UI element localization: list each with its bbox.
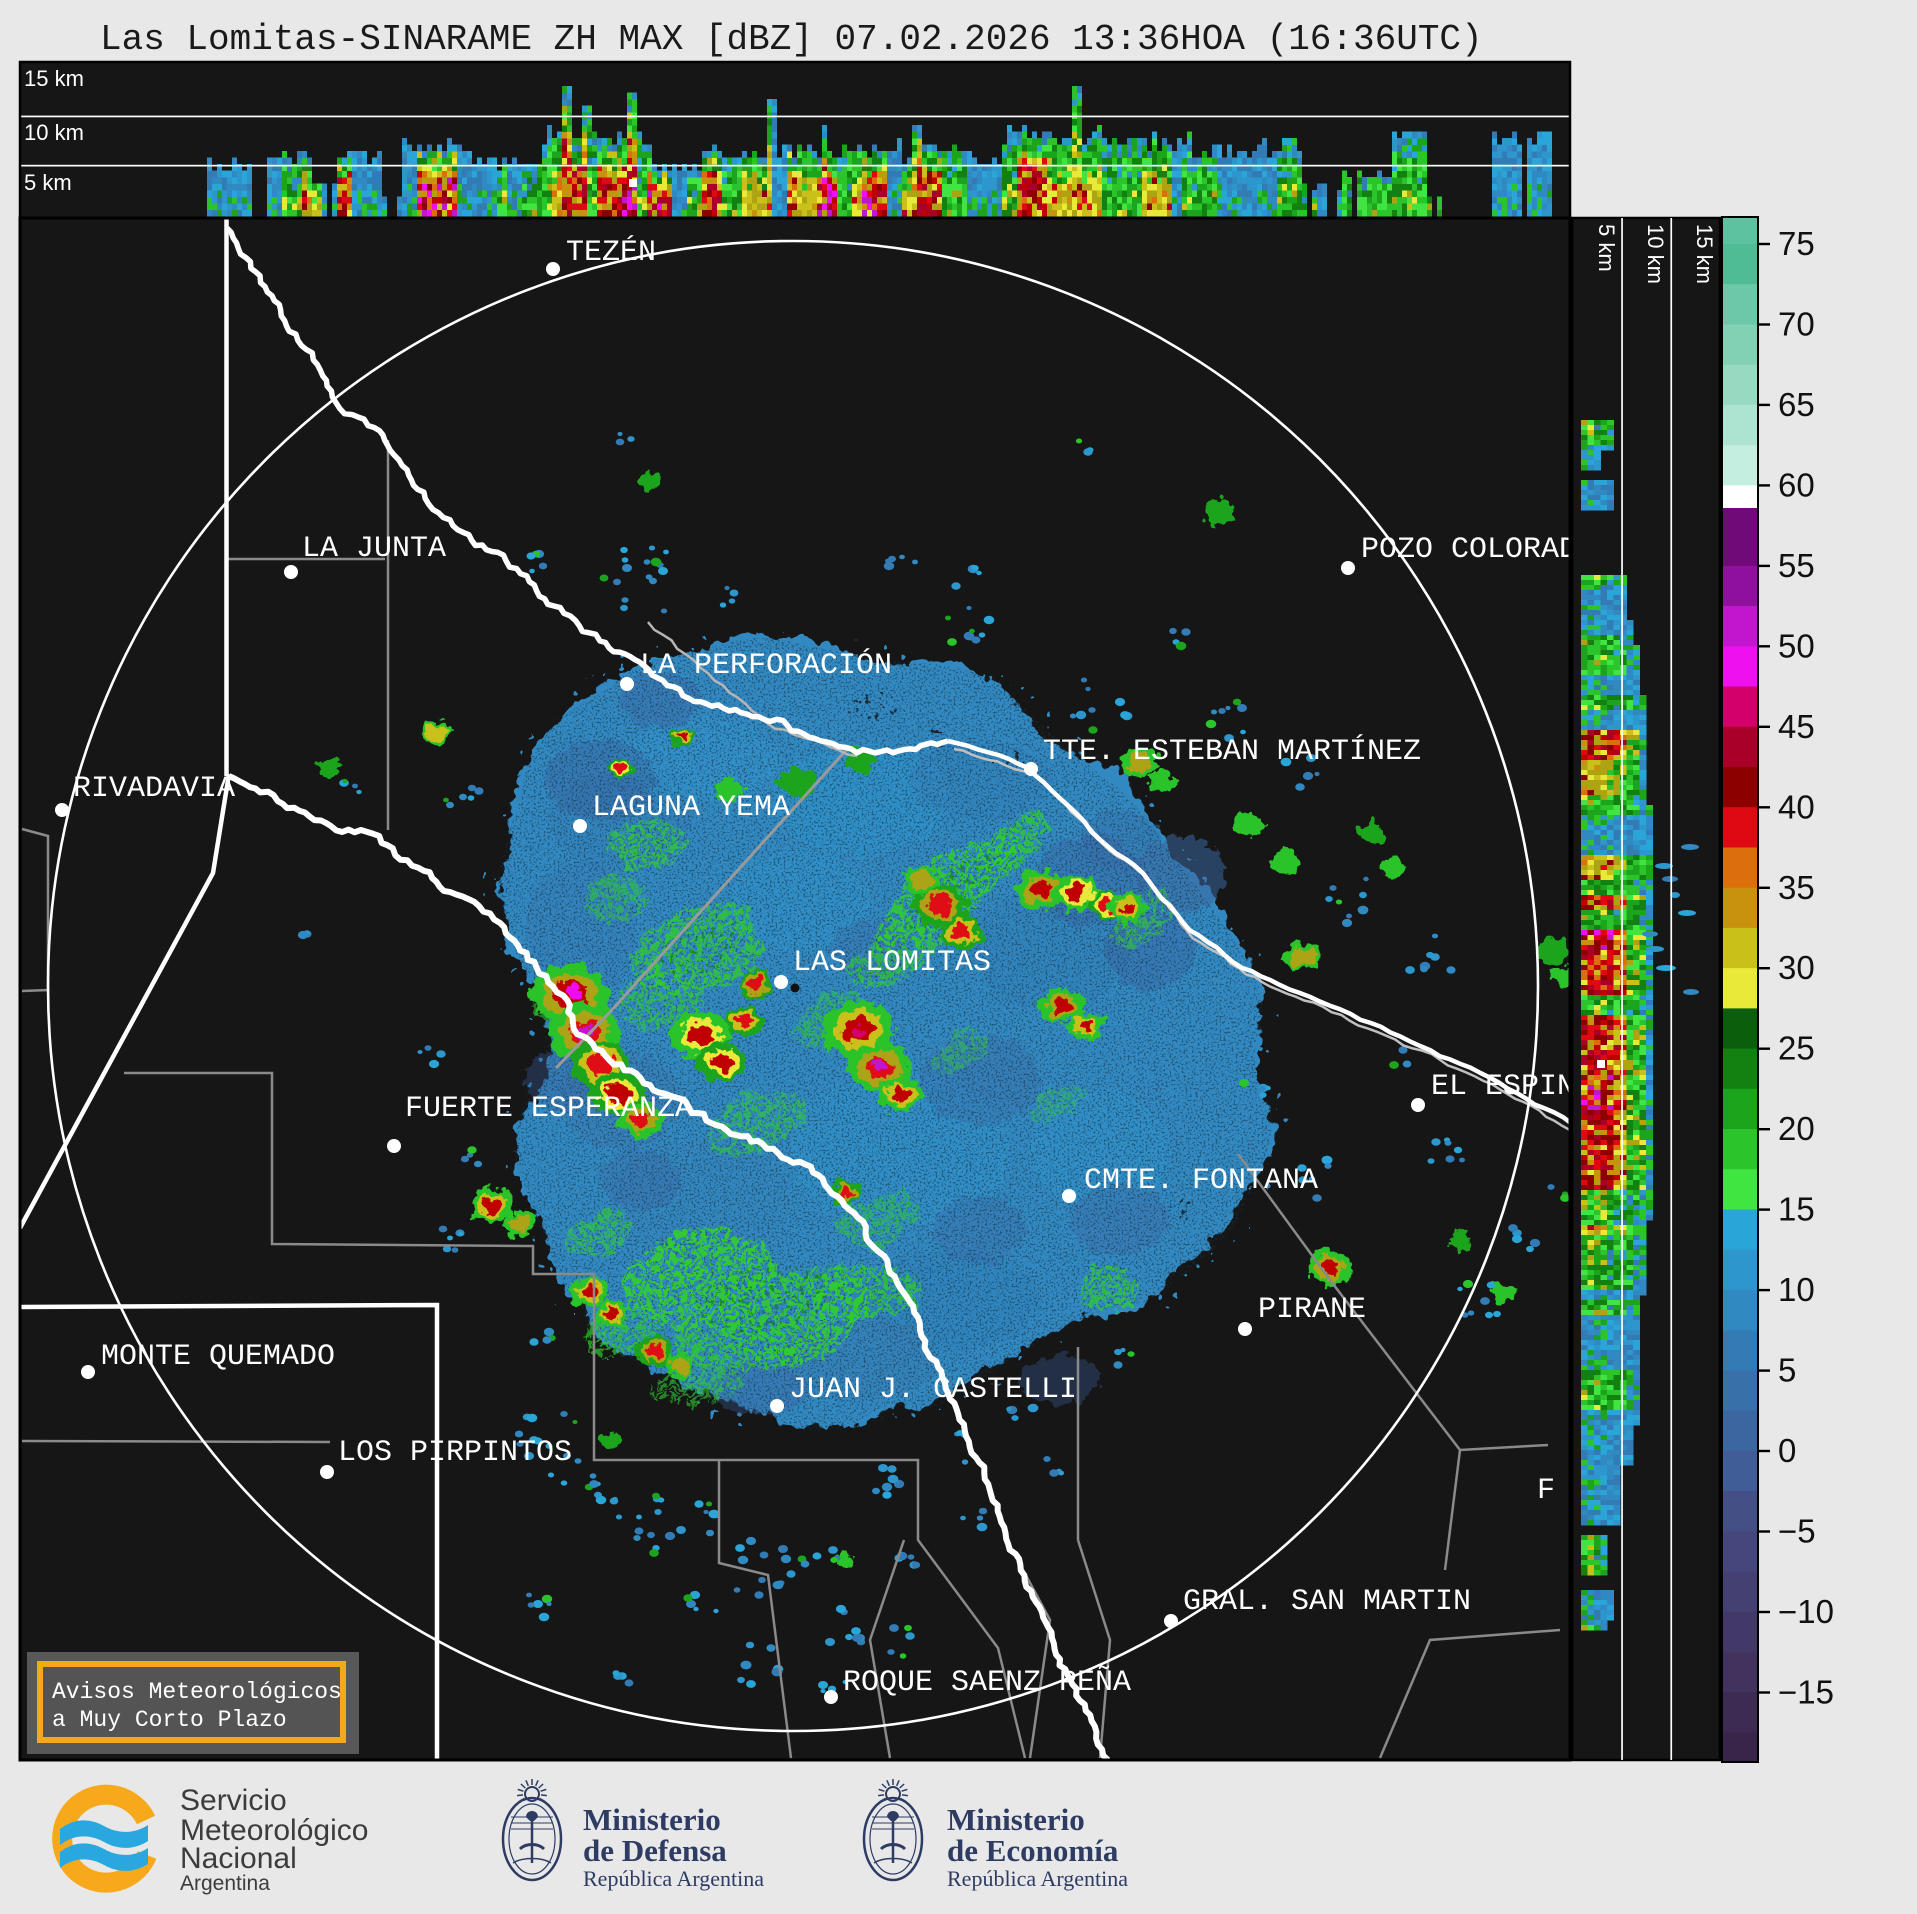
svg-text:F: F: [1537, 1474, 1555, 1508]
svg-text:TEZÉN: TEZÉN: [566, 235, 656, 270]
svg-text:10 km: 10 km: [24, 120, 84, 145]
svg-text:a Muy Corto Plazo: a Muy Corto Plazo: [52, 1707, 287, 1733]
svg-text:5 km: 5 km: [24, 170, 72, 195]
svg-text:CMTE. FONTANA: CMTE. FONTANA: [1084, 1164, 1318, 1198]
svg-text:15 km: 15 km: [24, 66, 84, 91]
svg-text:MONTE QUEMADO: MONTE QUEMADO: [101, 1340, 335, 1374]
svg-text:LAS LOMITAS: LAS LOMITAS: [793, 946, 991, 980]
svg-text:ROQUE SAENZ PEÑA: ROQUE SAENZ PEÑA: [843, 1665, 1131, 1700]
svg-text:LAGUNA YEMA: LAGUNA YEMA: [592, 791, 790, 825]
svg-text:POZO COLORADO: POZO COLORADO: [1361, 533, 1595, 567]
svg-text:GRAL. SAN MARTIN: GRAL. SAN MARTIN: [1183, 1585, 1471, 1619]
svg-text:JUAN J. CASTELLI: JUAN J. CASTELLI: [789, 1373, 1077, 1407]
svg-text:TTE. ESTEBAN MARTÍNEZ: TTE. ESTEBAN MARTÍNEZ: [1043, 734, 1421, 769]
svg-text:FUERTE ESPERANZA: FUERTE ESPERANZA: [405, 1092, 693, 1126]
svg-text:RIVADAVIA: RIVADAVIA: [73, 772, 235, 806]
svg-text:LOS PIRPINTOS: LOS PIRPINTOS: [338, 1436, 572, 1470]
svg-text:PIRANE: PIRANE: [1258, 1293, 1366, 1327]
svg-text:LA JUNTA: LA JUNTA: [302, 532, 446, 566]
svg-text:Avisos Meteorológicos: Avisos Meteorológicos: [52, 1679, 342, 1705]
svg-text:LA PERFORACIÓN: LA PERFORACIÓN: [640, 648, 892, 683]
